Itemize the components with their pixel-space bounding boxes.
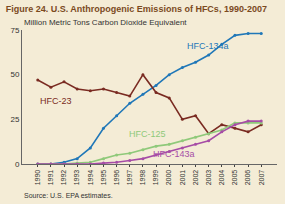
svg-text:HFC-134a: HFC-134a <box>187 41 229 51</box>
svg-text:1997: 1997 <box>126 170 133 186</box>
svg-text:Figure 24. U.S. Anthropogenic: Figure 24. U.S. Anthropogenic Emissions … <box>6 4 267 14</box>
svg-text:1993: 1993 <box>73 170 80 186</box>
svg-text:2001: 2001 <box>179 170 186 186</box>
svg-text:2006: 2006 <box>244 170 251 186</box>
svg-text:2002: 2002 <box>192 170 199 186</box>
svg-text:25: 25 <box>10 115 19 124</box>
svg-text:1998: 1998 <box>139 170 146 186</box>
svg-text:2003: 2003 <box>205 170 212 186</box>
svg-text:1995: 1995 <box>100 170 107 186</box>
svg-text:1992: 1992 <box>60 170 67 186</box>
svg-text:2000: 2000 <box>165 170 172 186</box>
svg-text:Source: U.S. EPA estimates.: Source: U.S. EPA estimates. <box>24 192 113 199</box>
svg-text:HFC-143a: HFC-143a <box>153 149 195 159</box>
svg-text:Million Metric Tons Carbon Dio: Million Metric Tons Carbon Dioxide Equiv… <box>24 18 187 27</box>
svg-text:2007: 2007 <box>258 170 265 186</box>
svg-text:1996: 1996 <box>113 170 120 186</box>
svg-text:1994: 1994 <box>87 170 94 186</box>
svg-text:1999: 1999 <box>152 170 159 186</box>
svg-text:50: 50 <box>10 70 19 79</box>
svg-text:HFC-23: HFC-23 <box>40 96 72 106</box>
svg-text:0: 0 <box>15 160 20 169</box>
svg-text:2004: 2004 <box>218 170 225 186</box>
svg-text:2005: 2005 <box>231 170 238 186</box>
svg-text:75: 75 <box>10 26 19 35</box>
svg-text:HFC-125: HFC-125 <box>129 129 166 139</box>
svg-text:1990: 1990 <box>34 170 41 186</box>
svg-text:1991: 1991 <box>47 170 54 186</box>
